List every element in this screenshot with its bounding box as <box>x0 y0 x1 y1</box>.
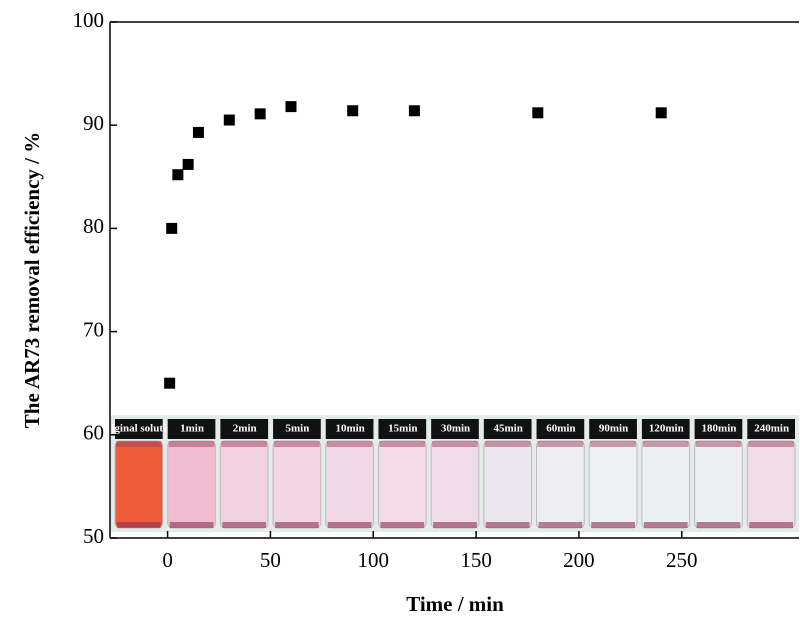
vial-label: 2min <box>233 423 257 435</box>
label-bg <box>589 419 637 439</box>
vial-base <box>591 522 635 528</box>
point <box>532 107 544 119</box>
x-axis-title: Time / min <box>406 592 504 616</box>
label-bg <box>641 419 690 439</box>
y-tick-label: 70 <box>83 317 104 341</box>
vial-label: 60min <box>546 423 575 435</box>
vial-base <box>380 522 425 528</box>
x-tick-label: 250 <box>666 548 698 572</box>
point <box>172 169 184 181</box>
label-bg <box>325 419 374 439</box>
point <box>408 105 420 117</box>
x-tick-label: 0 <box>162 548 173 572</box>
vial-base <box>117 522 161 528</box>
vial <box>536 440 585 529</box>
vial-cap <box>221 441 268 447</box>
vial <box>641 440 691 529</box>
vial-cap <box>695 441 742 447</box>
vial-cap <box>432 441 478 447</box>
point <box>164 377 176 389</box>
y-tick-label: 50 <box>83 524 104 548</box>
point <box>347 105 359 117</box>
vial-label: 180min <box>702 423 737 435</box>
vial-base <box>749 522 793 528</box>
label-bg <box>694 419 743 439</box>
vial-label: 15min <box>388 423 417 435</box>
vial-cap <box>590 441 636 447</box>
vial-cap <box>642 441 689 447</box>
vial-label: 240min <box>754 423 789 435</box>
point <box>655 107 667 119</box>
vial <box>483 440 533 529</box>
x-tick-label: 150 <box>460 548 492 572</box>
x-tick-label: 50 <box>260 548 281 572</box>
y-tick-label: 60 <box>83 421 104 445</box>
label-bg <box>273 419 321 439</box>
vial <box>746 440 796 529</box>
vial-label: 30min <box>441 423 470 435</box>
vial-cap <box>484 441 531 447</box>
vial-base <box>433 522 477 528</box>
label-bg <box>431 419 479 439</box>
vial <box>588 440 638 529</box>
point <box>182 158 194 170</box>
label-bg <box>115 419 163 439</box>
vial <box>272 440 322 529</box>
vial-base <box>222 522 267 528</box>
vial-cap <box>274 441 320 447</box>
x-tick-label: 100 <box>358 548 390 572</box>
vial <box>325 440 374 529</box>
label-bg <box>747 419 795 439</box>
vial-cap <box>748 441 794 447</box>
x-tick-label: 200 <box>563 548 595 572</box>
vial <box>219 440 269 529</box>
y-tick-label: 100 <box>73 8 105 32</box>
y-tick-label: 80 <box>83 214 104 238</box>
point <box>166 222 178 234</box>
label-bg <box>167 419 216 439</box>
vial-base <box>327 522 372 528</box>
vial <box>694 440 743 529</box>
vial-base <box>169 522 214 528</box>
vial-cap <box>379 441 426 447</box>
vial-label: original solution <box>101 423 178 435</box>
label-bg <box>220 419 269 439</box>
vial-label: 45min <box>494 423 523 435</box>
vial-cap <box>168 441 215 447</box>
point <box>192 126 204 138</box>
label-bg <box>483 419 532 439</box>
y-axis-title: The AR73 removal efficiency / % <box>20 132 44 428</box>
vial-label: 10min <box>335 423 364 435</box>
vial-base <box>538 522 583 528</box>
vial-label: 1min <box>180 423 204 435</box>
label-bg <box>378 419 427 439</box>
point <box>223 114 235 126</box>
vial <box>377 440 427 529</box>
vial-cap <box>326 441 373 447</box>
vial-label: 5min <box>286 423 310 435</box>
vial-cap <box>537 441 584 447</box>
vial-base <box>485 522 530 528</box>
point <box>285 101 297 113</box>
vial <box>167 440 216 529</box>
point <box>254 108 266 120</box>
vial-base <box>275 522 319 528</box>
vial-cap <box>116 441 162 447</box>
label-bg <box>536 419 585 439</box>
vial <box>114 440 164 529</box>
vial-base <box>696 522 741 528</box>
vial-label: 90min <box>599 423 628 435</box>
vial <box>430 440 480 529</box>
y-tick-label: 90 <box>83 111 104 135</box>
vial-base <box>643 522 688 528</box>
vial-label: 120min <box>649 423 684 435</box>
